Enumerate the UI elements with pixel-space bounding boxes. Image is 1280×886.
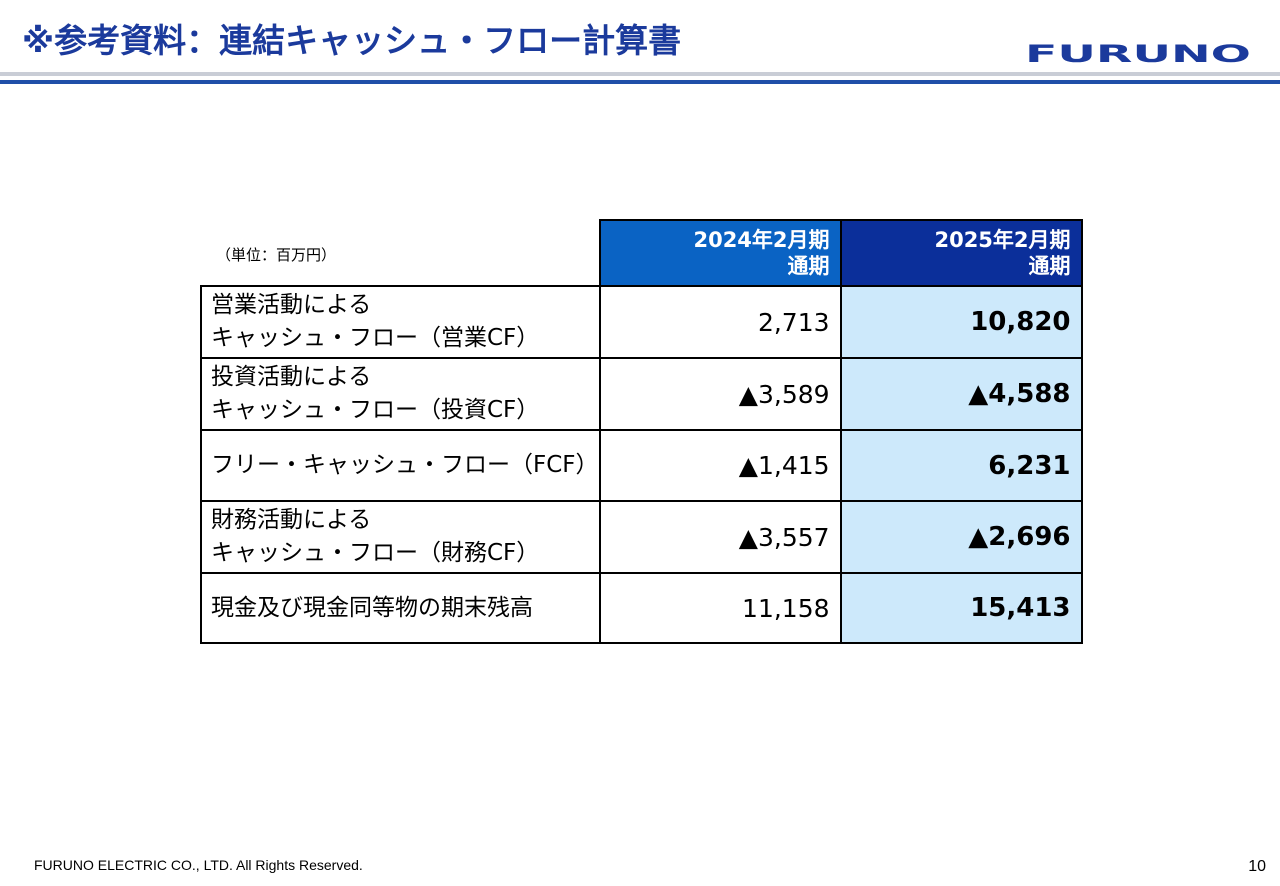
row-label-operating-cf: 営業活動による キャッシュ・フロー（営業CF） <box>200 285 601 359</box>
value-2024: ▲1,415 <box>598 429 842 502</box>
column-period: 通期 <box>1028 254 1071 278</box>
column-year: 2025年2月期 <box>934 228 1071 252</box>
value-2024: 11,158 <box>598 572 842 644</box>
row-label-financing-cf: 財務活動による キャッシュ・フロー（財務CF） <box>200 500 601 574</box>
table-row: 営業活動による キャッシュ・フロー（営業CF） 2,713 10,820 <box>200 285 1083 359</box>
value-2025: 15,413 <box>839 572 1083 644</box>
table-row: 現金及び現金同等物の期末残高 11,158 15,413 <box>200 572 1083 644</box>
header-rule-grey <box>0 72 1280 76</box>
value-2024: 2,713 <box>598 285 842 359</box>
column-period: 通期 <box>787 254 830 278</box>
row-label-ending-cash: 現金及び現金同等物の期末残高 <box>200 572 601 644</box>
furuno-logo: FURUNO <box>1025 42 1251 66</box>
row-label-investing-cf: 投資活動による キャッシュ・フロー（投資CF） <box>200 357 601 431</box>
page-number: 10 <box>1248 858 1266 875</box>
value-2025: 10,820 <box>839 285 1083 359</box>
svg-text:FURUNO: FURUNO <box>1025 42 1251 66</box>
unit-label: （単位：百万円） <box>216 246 337 264</box>
column-header-2024: 2024年2月期 通期 <box>598 219 842 286</box>
table-header-row: 2024年2月期 通期 2025年2月期 通期 <box>201 219 1083 286</box>
column-year: 2024年2月期 <box>693 228 830 252</box>
value-2025: 6,231 <box>839 429 1083 502</box>
value-2024: ▲3,557 <box>598 500 842 574</box>
page-title: ※参考資料：連結キャッシュ・フロー計算書 <box>22 21 682 60</box>
table-row: 財務活動による キャッシュ・フロー（財務CF） ▲3,557 ▲2,696 <box>200 500 1083 574</box>
header-blank-cell <box>201 220 600 286</box>
column-header-2025: 2025年2月期 通期 <box>839 219 1083 286</box>
cash-flow-table: 2024年2月期 通期 2025年2月期 通期 営業活動による キャッシュ・フロ… <box>200 219 1083 644</box>
copyright-footer: FURUNO ELECTRIC CO., LTD. All Rights Res… <box>34 857 363 873</box>
value-2024: ▲3,589 <box>598 357 842 431</box>
table-row: フリー・キャッシュ・フロー（FCF） ▲1,415 6,231 <box>200 429 1083 502</box>
table-row: 投資活動による キャッシュ・フロー（投資CF） ▲3,589 ▲4,588 <box>200 357 1083 431</box>
header-rule-blue <box>0 80 1280 84</box>
row-label-free-cf: フリー・キャッシュ・フロー（FCF） <box>200 429 601 502</box>
value-2025: ▲2,696 <box>839 500 1083 574</box>
value-2025: ▲4,588 <box>839 357 1083 431</box>
